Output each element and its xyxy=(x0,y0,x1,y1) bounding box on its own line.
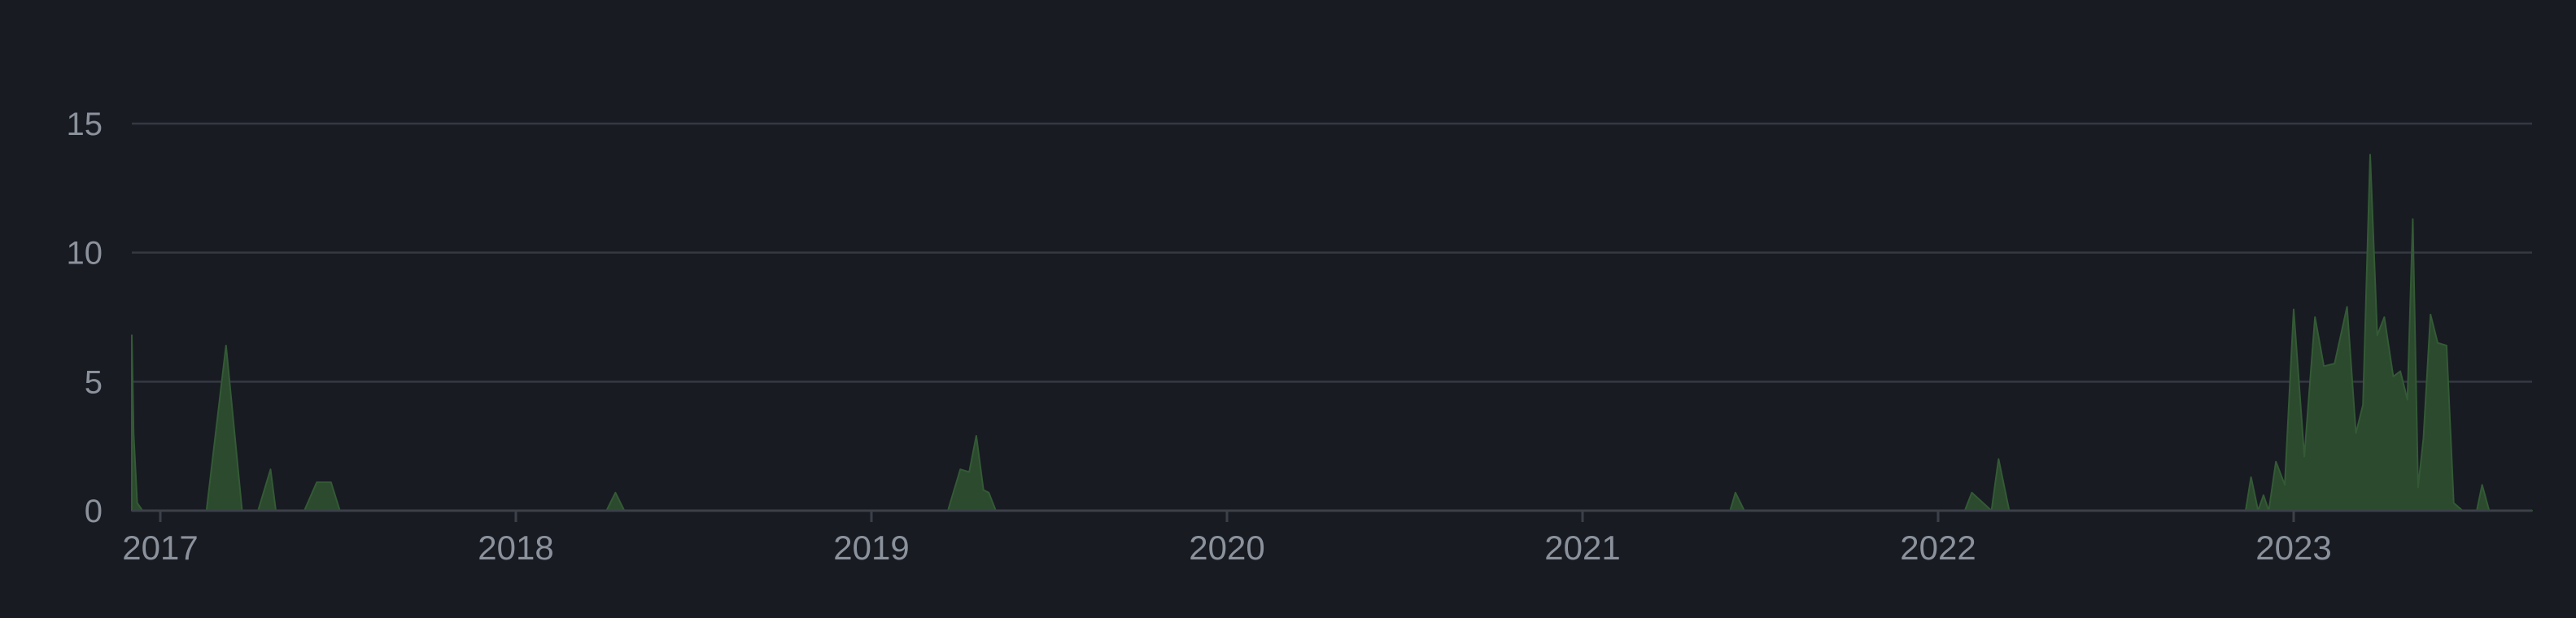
x-tick-label-2022: 2022 xyxy=(1900,529,1976,567)
y-tick-label-15: 15 xyxy=(67,107,103,142)
x-tick-label-2018: 2018 xyxy=(478,529,553,567)
area-series-activity xyxy=(131,154,2533,511)
y-tick-label-5: 5 xyxy=(85,364,103,400)
grid-lines xyxy=(132,122,2532,383)
y-axis-ticks: 0 5 10 15 xyxy=(67,107,103,529)
x-axis-ticks: 2017 2018 2019 2020 2021 2022 2023 xyxy=(122,511,2332,567)
x-tick-label-2023: 2023 xyxy=(2255,529,2331,567)
x-tick-label-2021: 2021 xyxy=(1544,529,1620,567)
x-tick-label-2017: 2017 xyxy=(122,529,198,567)
y-tick-label-0: 0 xyxy=(85,494,103,529)
x-tick-label-2019: 2019 xyxy=(833,529,909,567)
x-tick-label-2020: 2020 xyxy=(1189,529,1264,567)
area-series xyxy=(131,154,2533,511)
y-tick-label-10: 10 xyxy=(67,236,103,272)
